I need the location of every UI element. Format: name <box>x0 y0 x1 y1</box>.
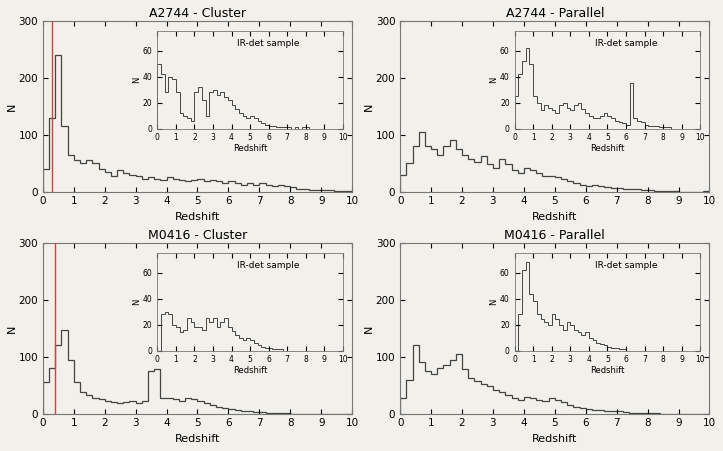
X-axis label: Redshift: Redshift <box>532 434 578 444</box>
Title: M0416 - Parallel: M0416 - Parallel <box>505 229 605 242</box>
Title: M0416 - Cluster: M0416 - Cluster <box>148 229 247 242</box>
X-axis label: Redshift: Redshift <box>532 212 578 222</box>
Title: A2744 - Cluster: A2744 - Cluster <box>149 7 246 20</box>
X-axis label: Redshift: Redshift <box>175 434 221 444</box>
Y-axis label: N: N <box>364 102 375 110</box>
Y-axis label: N: N <box>7 102 17 110</box>
Title: A2744 - Parallel: A2744 - Parallel <box>505 7 604 20</box>
Y-axis label: N: N <box>364 324 375 332</box>
Y-axis label: N: N <box>7 324 17 332</box>
X-axis label: Redshift: Redshift <box>175 212 221 222</box>
